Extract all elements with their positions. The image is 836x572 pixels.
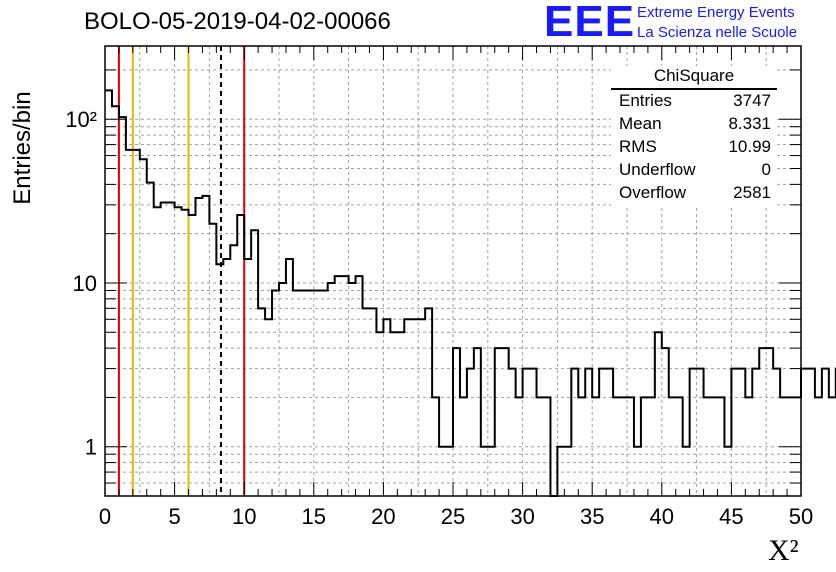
stats-value: 10.99	[728, 137, 771, 156]
histogram-series	[105, 89, 836, 497]
stats-row-mean: Mean 8.331	[619, 114, 771, 137]
stats-value: 3747	[733, 91, 771, 110]
stats-title: ChiSquare	[653, 66, 735, 85]
axis-ticks	[104, 46, 802, 497]
x-tick-label: 10	[232, 504, 256, 529]
stats-divider	[611, 88, 777, 90]
x-tick-label: 35	[580, 504, 604, 529]
logo-line-1: Extreme Energy Events	[637, 4, 795, 21]
x-tick-label: 40	[650, 504, 674, 529]
x-tick-label: 30	[510, 504, 534, 529]
chart-title: BOLO-05-2019-04-02-00066	[84, 8, 391, 35]
stats-row-underflow: Underflow 0	[619, 160, 771, 183]
stats-value: 0	[761, 160, 771, 179]
stats-value: 2581	[733, 183, 771, 202]
stats-row-rms: RMS 10.99	[619, 137, 771, 160]
x-tick-label: 25	[441, 504, 465, 529]
stats-key: Entries	[619, 91, 672, 110]
stats-key: Mean	[619, 114, 662, 133]
stats-key: RMS	[619, 137, 657, 156]
x-tick-label: 20	[371, 504, 395, 529]
x-tick-label: 50	[789, 504, 813, 529]
x-tick-label: 0	[99, 504, 111, 529]
y-tick-label: 10	[73, 271, 97, 296]
y-axis-label-box: Entries/bin	[8, 91, 38, 204]
x-tick-label: 45	[719, 504, 743, 529]
stats-key: Underflow	[619, 160, 696, 179]
logo-mark: EEE	[544, 0, 636, 46]
stats-key: Overflow	[619, 183, 687, 202]
logo-line-2: La Scienza nelle Scuole	[637, 24, 798, 41]
x-tick-labels: 0 5 10 15 20 25 30 35 40 45 50	[99, 504, 813, 529]
x-tick-label: 5	[168, 504, 180, 529]
y-tick-labels: 1 10 10²	[65, 107, 97, 459]
stats-value: 8.331	[728, 114, 771, 133]
y-tick-label: 1	[85, 435, 97, 460]
stats-row-entries: Entries 3747	[619, 91, 771, 114]
stats-row-overflow: Overflow 2581	[619, 183, 771, 206]
reference-lines	[117, 46, 246, 496]
x-axis-label: X²	[768, 534, 799, 567]
y-axis-label: Entries/bin	[9, 91, 36, 205]
x-tick-label: 15	[302, 504, 326, 529]
y-tick-label: 10²	[65, 107, 97, 132]
stats-box: ChiSquare Entries 3747 Mean 8.331 RMS 10…	[611, 66, 777, 206]
